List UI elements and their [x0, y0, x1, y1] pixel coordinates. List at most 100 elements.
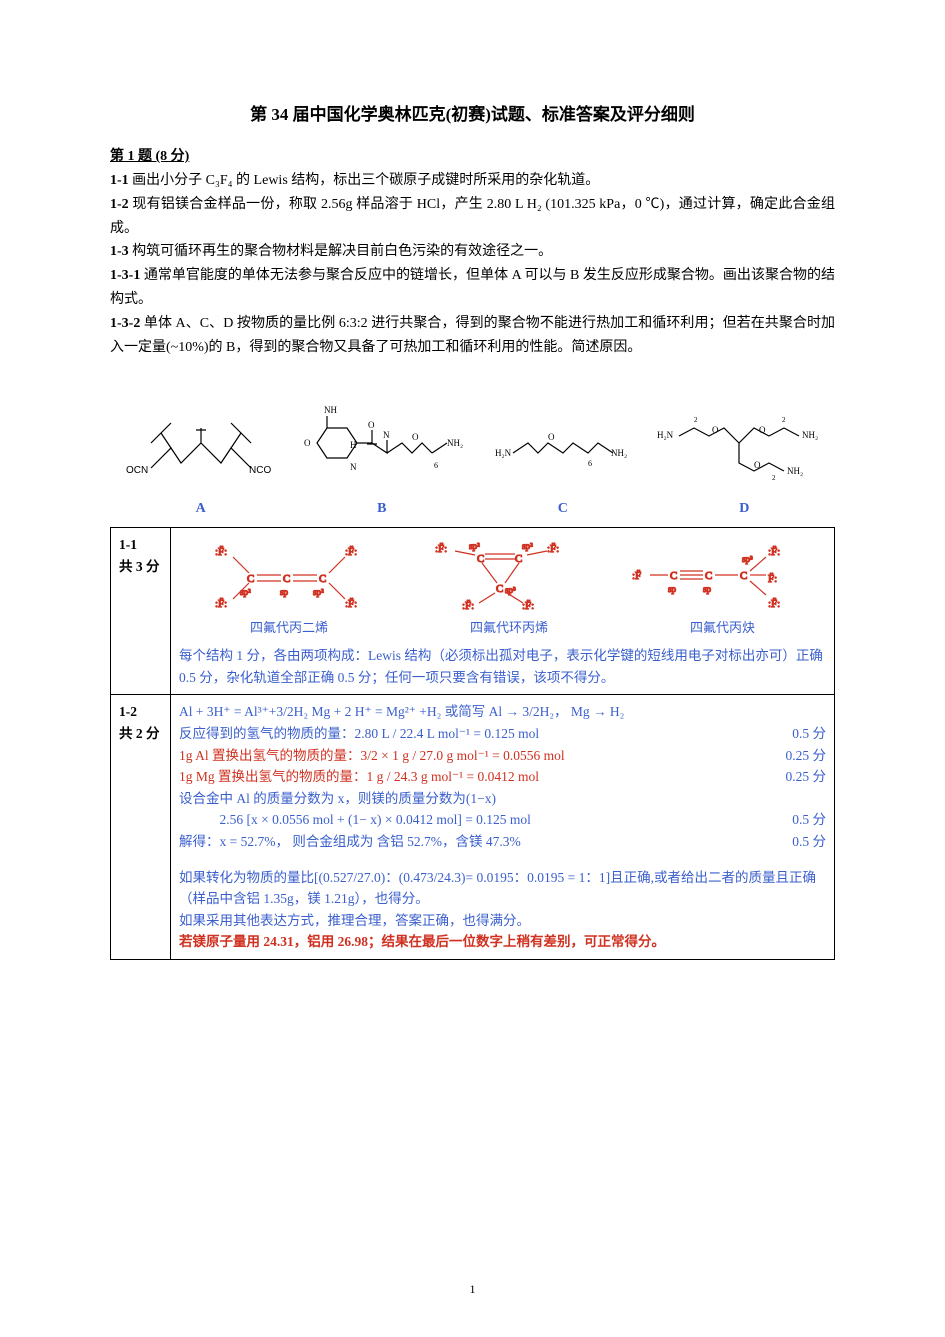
answer-note: 如果采用其他表达方式，推理合理，答案正确，也得满分。 — [179, 910, 826, 932]
svg-text:2: 2 — [782, 416, 786, 424]
answer-line: 2.56 [x × 0.0556 mol + (1− x) × 0.0412 m… — [179, 809, 826, 831]
q-text: 构筑可循环再生的聚合物材料是解决目前白色污染的有效途径之一。 — [132, 244, 552, 259]
lewis-labels: 四氟代丙二烯 四氟代环丙烯 四氟代丙炔 — [179, 618, 826, 639]
svg-text:O: O — [412, 432, 419, 442]
lewis-structure-1: :F̈: :F̈: :F̈: :F̈: C C C — [205, 537, 375, 612]
q-prefix: 1-1 — [110, 173, 132, 188]
answer-text: 1g Mg 置换出氢气的物质的量：1 g / 24.3 g mol⁻¹ = 0.… — [179, 769, 539, 784]
answer-line: Al + 3H⁺ = Al³⁺+3/2H₂ Mg + 2 H⁺ = Mg²⁺ +… — [179, 701, 826, 723]
svg-text:O: O — [304, 438, 311, 448]
svg-text:O: O — [712, 425, 719, 435]
svg-text:sp: sp — [668, 584, 677, 594]
answer-text: 解得：x = 52.7%， 则合金组成为 含铝 52.7%，含镁 47.3% — [179, 834, 521, 849]
score-label: 0.5 分 — [792, 809, 826, 831]
answer-line: 反应得到的氢气的物质的量：2.80 L / 22.4 L mol⁻¹ = 0.1… — [179, 723, 826, 745]
answer-text: 2.56 [x × 0.0556 mol + (1− x) × 0.0412 m… — [220, 812, 531, 827]
lewis-label: 四氟代丙炔 — [690, 618, 755, 639]
svg-text:NH₂: NH₂ — [611, 448, 627, 458]
svg-text::F̈:: :F̈: — [435, 543, 447, 555]
svg-text:NCO: NCO — [249, 465, 271, 476]
svg-text:H₂N: H₂N — [495, 448, 512, 458]
answer-note-important: 若镁原子量用 24.31，铝用 26.98；结果在最后一位数字上稍有差别，可正常… — [179, 931, 826, 953]
table-row: 1-1 共 3 分 :F̈: :F̈: :F̈: :F̈: C C C — [111, 528, 835, 695]
svg-text::F̈:: :F̈: — [345, 546, 357, 558]
q-text: 画出小分子 C₃F₄ 的 Lewis 结构，标出三个碳原子成键时所采用的杂化轨道… — [132, 173, 599, 188]
page-title: 第 34 届中国化学奥林匹克(初赛)试题、标准答案及评分细则 — [110, 100, 835, 125]
svg-text:2: 2 — [694, 416, 698, 424]
page-number: 1 — [0, 1282, 945, 1297]
svg-text:H₂N: H₂N — [657, 430, 674, 440]
svg-text::F̈:: :F̈: — [547, 543, 559, 555]
q-prefix: 1-3-2 — [110, 316, 144, 331]
mol-label: C — [558, 501, 568, 517]
svg-text:2: 2 — [772, 474, 776, 482]
svg-text:sp: sp — [703, 584, 712, 594]
svg-text:sp³: sp³ — [742, 554, 753, 564]
svg-text::F̈:: :F̈: — [768, 546, 780, 558]
q-text: 通常单官能度的单体无法参与聚合反应中的链增长，但单体 A 可以与 B 发生反应形… — [110, 268, 835, 307]
answer-label-cell: 1-2 共 2 分 — [111, 695, 171, 960]
molecule-C: H₂N O 6 NH₂ — [493, 388, 633, 493]
lewis-label: 四氟代环丙烯 — [470, 618, 548, 639]
molecule-labels: A B C D — [110, 501, 835, 517]
svg-text:O: O — [759, 425, 766, 435]
molecule-D: H₂N O 2 NH₂ O 2 NH₂ O 2 — [654, 388, 824, 493]
score-label: 0.25 分 — [786, 745, 827, 767]
answer-num: 1-1 — [119, 534, 162, 556]
q-text: 现有铝镁合金样品一份，称取 2.56g 样品溶于 HCl，产生 2.80 L H… — [110, 197, 835, 236]
molecule-A: OCN NCO — [121, 388, 271, 493]
svg-text:N: N — [383, 430, 390, 440]
answer-label-cell: 1-1 共 3 分 — [111, 528, 171, 695]
svg-text:H: H — [350, 440, 357, 450]
answer-line: 设合金中 Al 的质量分数为 x，则镁的质量分数为(1−x) — [179, 788, 826, 810]
table-row: 1-2 共 2 分 Al + 3H⁺ = Al³⁺+3/2H₂ Mg + 2 H… — [111, 695, 835, 960]
svg-text:6: 6 — [434, 461, 438, 470]
svg-text:OCN: OCN — [126, 465, 148, 476]
svg-text:C: C — [319, 573, 326, 585]
svg-text:NH₂: NH₂ — [447, 438, 463, 448]
answer-text: 反应得到的氢气的物质的量：2.80 L / 22.4 L mol⁻¹ = 0.1… — [179, 726, 539, 741]
svg-text:6: 6 — [588, 459, 592, 468]
score-label: 0.5 分 — [792, 831, 826, 853]
svg-text:sp²: sp² — [522, 541, 533, 551]
svg-text:O: O — [754, 460, 761, 470]
svg-text::F̈:: :F̈: — [215, 546, 227, 558]
answer-score-total: 共 2 分 — [119, 723, 162, 745]
answer-line: 1g Mg 置换出氢气的物质的量：1 g / 24.3 g mol⁻¹ = 0.… — [179, 766, 826, 788]
answer-text: 1g Al 置换出氢气的物质的量：3/2 × 1 g / 27.0 g mol⁻… — [179, 748, 565, 763]
svg-text::F̈:: :F̈: — [215, 598, 227, 610]
q1-3-2: 1-3-2 单体 A、C、D 按物质的量比例 6:3:2 进行共聚合，得到的聚合… — [110, 312, 835, 360]
svg-text:sp³: sp³ — [505, 585, 516, 595]
svg-text:NH₂: NH₂ — [802, 430, 818, 440]
answer-line: 1g Al 置换出氢气的物质的量：3/2 × 1 g / 27.0 g mol⁻… — [179, 745, 826, 767]
answer-note: 如果转化为物质的量比[(0.527/27.0)：(0.473/24.3)= 0.… — [179, 867, 826, 910]
q1-2: 1-2 现有铝镁合金样品一份，称取 2.56g 样品溶于 HCl，产生 2.80… — [110, 193, 835, 241]
answer-num: 1-2 — [119, 701, 162, 723]
svg-text::F̈:: :F̈: — [522, 600, 534, 612]
mol-label: A — [196, 501, 206, 517]
answer-explanation: 每个结构 1 分，各由两项构成：Lewis 结构（必须标出孤对电子，表示化学键的… — [179, 645, 826, 688]
svg-text:NH: NH — [324, 405, 337, 415]
svg-text:C: C — [477, 553, 484, 565]
lewis-structure-3: :F̈ :F̈: F̈: :F̈: C C C — [630, 537, 800, 612]
svg-text:O: O — [548, 432, 555, 442]
svg-text:C: C — [740, 570, 747, 582]
answer-line: 解得：x = 52.7%， 则合金组成为 含铝 52.7%，含镁 47.3% 0… — [179, 831, 826, 853]
svg-text:NH₂: NH₂ — [787, 466, 803, 476]
q1-3: 1-3 构筑可循环再生的聚合物材料是解决目前白色污染的有效途径之一。 — [110, 240, 835, 264]
answer-content-cell: :F̈: :F̈: :F̈: :F̈: C C C — [171, 528, 835, 695]
q-prefix: 1-3 — [110, 244, 132, 259]
q-text: 单体 A、C、D 按物质的量比例 6:3:2 进行共聚合，得到的聚合物不能进行热… — [110, 316, 835, 355]
answer-table: 1-1 共 3 分 :F̈: :F̈: :F̈: :F̈: C C C — [110, 527, 835, 960]
score-label: 0.5 分 — [792, 723, 826, 745]
question-1-header: 第 1 题 (8 分) — [110, 145, 835, 165]
score-label: 0.25 分 — [786, 766, 827, 788]
lewis-structure-2: :F̈: :F̈: :F̈: :F̈: C C C — [427, 537, 577, 612]
svg-text::F̈:: :F̈: — [345, 598, 357, 610]
svg-text:N: N — [350, 462, 357, 472]
q-prefix: 1-2 — [110, 197, 132, 212]
q1-1: 1-1 画出小分子 C₃F₄ 的 Lewis 结构，标出三个碳原子成键时所采用的… — [110, 169, 835, 193]
molecule-B: O NH N O N O 6 NH₂ H — [292, 388, 472, 493]
svg-text:sp²: sp² — [240, 587, 251, 597]
svg-text::F̈: :F̈ — [632, 570, 641, 582]
